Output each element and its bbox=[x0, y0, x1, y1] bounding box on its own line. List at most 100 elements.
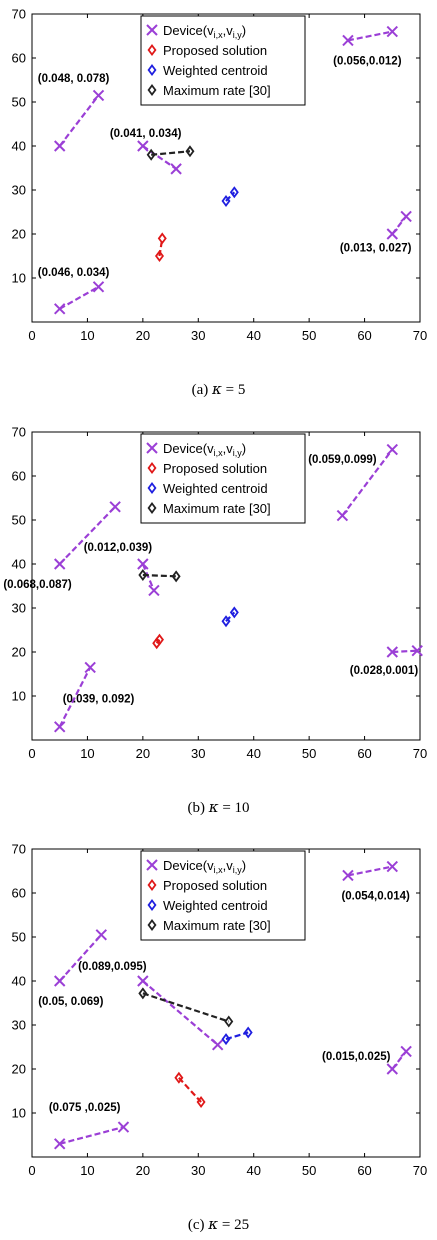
device-trajectory-line bbox=[58, 94, 100, 147]
device-velocity-label: (0.054,0.014) bbox=[341, 891, 410, 903]
device-start-point bbox=[137, 140, 149, 152]
device-trajectory-line bbox=[58, 506, 116, 565]
caption-b-kappa-symbol: κ bbox=[208, 798, 219, 816]
plot-area-border bbox=[31, 848, 421, 1158]
x-tick-label: 0 bbox=[28, 1163, 35, 1178]
legend-marker-maxrate bbox=[147, 502, 157, 514]
device-start-point bbox=[137, 975, 149, 987]
device-end-point bbox=[386, 25, 398, 38]
legend-label-proposed: Proposed solution bbox=[163, 461, 267, 476]
device-start-point bbox=[54, 140, 66, 152]
y-tick-label: 10 bbox=[12, 271, 26, 286]
caption-c-kappa: 25 bbox=[234, 1217, 250, 1233]
legend-label-proposed: Proposed solution bbox=[163, 878, 267, 893]
device-trajectory-line bbox=[142, 980, 219, 1046]
device-end-point bbox=[411, 644, 423, 657]
device-trajectory-line bbox=[347, 30, 393, 42]
device-trajectory-line bbox=[58, 934, 103, 982]
legend-marker-centroid bbox=[147, 482, 157, 494]
device-trajectory-line bbox=[59, 285, 100, 310]
x-tick-label: 10 bbox=[80, 1163, 94, 1178]
device-velocity-label: (0.039, 0.092) bbox=[63, 694, 135, 706]
proposed-solution-point bbox=[154, 250, 164, 262]
y-tick-label: 20 bbox=[12, 227, 26, 242]
device-start-point bbox=[342, 869, 354, 882]
x-tick-label: 70 bbox=[413, 328, 427, 343]
device-end-point bbox=[400, 210, 412, 223]
weighted-centroid-point bbox=[221, 615, 231, 628]
legend-box bbox=[140, 15, 306, 106]
device-start-point bbox=[54, 558, 66, 570]
legend-marker-device bbox=[146, 442, 158, 454]
y-tick-label: 40 bbox=[12, 557, 26, 572]
device-trajectory-line bbox=[59, 1126, 124, 1145]
legend-label-device: Device(vi,x,vi,y) bbox=[163, 858, 246, 875]
legend-marker-proposed bbox=[147, 44, 157, 56]
plot-area-border bbox=[31, 431, 421, 741]
x-tick-label: 30 bbox=[191, 746, 205, 761]
x-tick-label: 60 bbox=[357, 328, 371, 343]
y-tick-label: 60 bbox=[12, 51, 26, 66]
caption-c-prefix: (c) bbox=[187, 1217, 205, 1233]
legend-marker-proposed bbox=[147, 879, 157, 891]
weighted-centroid-point bbox=[229, 186, 239, 199]
proposed-solution-point bbox=[152, 637, 162, 650]
legend-label-centroid: Weighted centroid bbox=[163, 898, 268, 913]
caption-a-kappa: 5 bbox=[237, 382, 246, 398]
caption-b-prefix: (b) bbox=[187, 800, 205, 816]
weighted-centroid-point bbox=[221, 195, 231, 207]
device-start-point bbox=[54, 303, 66, 315]
x-tick-label: 60 bbox=[357, 746, 371, 761]
device-velocity-label: (0.089,0.095) bbox=[78, 961, 147, 973]
device-velocity-label: (0.068,0.087) bbox=[3, 579, 72, 591]
x-tick-label: 10 bbox=[80, 746, 94, 761]
device-end-point bbox=[95, 929, 107, 941]
device-start-point bbox=[137, 558, 149, 570]
legend-label-device: Device(vi,x,vi,y) bbox=[163, 23, 246, 40]
x-tick-label: 40 bbox=[246, 328, 260, 343]
maximum-rate-point bbox=[138, 569, 148, 581]
legend: Device(vi,x,vi,y) Proposed solution Weight… bbox=[140, 433, 306, 524]
x-tick-label: 0 bbox=[28, 328, 35, 343]
x-tick-label: 20 bbox=[136, 1163, 150, 1178]
legend-marker-centroid bbox=[147, 899, 157, 911]
device-velocity-label: (0.075 ,0.025) bbox=[49, 1102, 121, 1114]
device-start-point bbox=[54, 975, 66, 987]
maximum-rate-point bbox=[138, 987, 148, 1000]
caption-a: (a) κ = 5 bbox=[191, 380, 246, 398]
x-tick-label: 50 bbox=[302, 746, 316, 761]
x-tick-label: 0 bbox=[28, 746, 35, 761]
device-trajectory-line bbox=[347, 865, 393, 877]
device-start-point bbox=[342, 34, 354, 47]
proposed-solution-point bbox=[154, 633, 164, 646]
device-start-point bbox=[54, 1138, 66, 1150]
y-tick-label: 10 bbox=[12, 689, 26, 704]
maximum-rate-line bbox=[151, 150, 191, 156]
legend-label-maxrate: Maximum rate [30] bbox=[163, 501, 271, 516]
device-trajectory-line bbox=[142, 145, 177, 170]
device-trajectory-line bbox=[141, 563, 155, 591]
legend-box bbox=[140, 850, 306, 941]
legend: Device(vi,x,vi,y) Proposed solution Weight… bbox=[140, 15, 306, 106]
weighted-centroid-point bbox=[243, 1026, 253, 1039]
y-tick-label: 70 bbox=[12, 425, 26, 440]
maximum-rate-point bbox=[146, 148, 156, 161]
caption-c-kappa-symbol: κ bbox=[208, 1215, 219, 1233]
device-end-point bbox=[386, 860, 398, 873]
chart-c: 0 10 20 30 40 50 60 70 10 20 30 40 50 60 70 (0.05, 0.06… bbox=[12, 842, 428, 1179]
device-start-point bbox=[336, 509, 349, 522]
y-tick-label: 20 bbox=[12, 1062, 26, 1077]
chart-b: 0 10 20 30 40 50 60 70 10 20 30 40 50 60 70 (0.068,0.08… bbox=[3, 425, 427, 762]
y-tick-label: 20 bbox=[12, 645, 26, 660]
device-end-point bbox=[386, 443, 398, 456]
y-tick-label: 50 bbox=[12, 930, 26, 945]
device-end-point bbox=[117, 1121, 130, 1133]
device-start-point bbox=[54, 721, 66, 733]
y-tick-label: 30 bbox=[12, 183, 26, 198]
legend-marker-maxrate bbox=[147, 919, 157, 931]
x-tick-label: 30 bbox=[191, 328, 205, 343]
x-tick-label: 40 bbox=[246, 1163, 260, 1178]
legend-marker-maxrate bbox=[147, 84, 157, 96]
y-tick-label: 70 bbox=[12, 7, 26, 22]
x-tick-label: 30 bbox=[191, 1163, 205, 1178]
